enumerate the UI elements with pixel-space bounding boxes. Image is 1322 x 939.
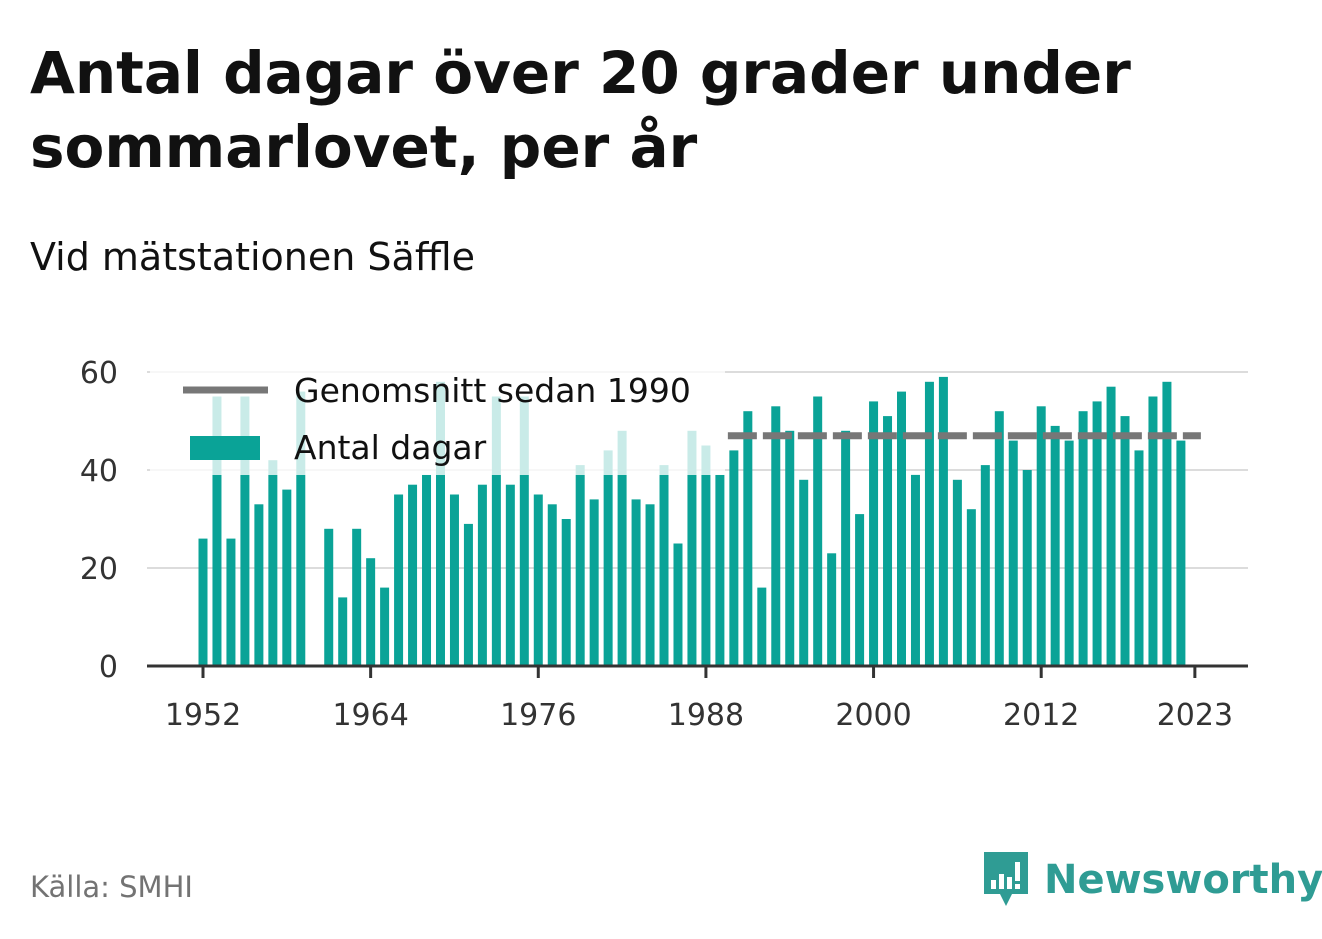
chart-title: Antal dagar över 20 grader under sommarl…: [30, 39, 1131, 181]
x-tick-label: 1952: [165, 698, 241, 733]
bar: [743, 411, 753, 666]
bar: [701, 445, 711, 666]
bars: [198, 376, 1186, 666]
bar: [394, 494, 404, 666]
y-tick-label: 0: [99, 650, 118, 685]
bar: [547, 504, 557, 666]
bar: [505, 484, 515, 666]
bar: [771, 406, 781, 666]
bar: [897, 391, 906, 666]
x-tick-label: 1988: [668, 698, 744, 733]
bar: [924, 381, 934, 666]
x-tick-label: 1976: [500, 698, 576, 733]
bar: [1162, 381, 1172, 666]
bar: [589, 499, 599, 666]
bar: [659, 465, 669, 666]
bar: [910, 474, 920, 666]
bar: [673, 543, 683, 666]
x-tick-label: 1964: [332, 698, 408, 733]
bar: [533, 494, 543, 666]
brand-name: Newsworthy: [1044, 857, 1322, 903]
y-tick-label: 40: [80, 454, 118, 489]
bar: [1092, 401, 1102, 666]
bar: [1078, 411, 1088, 666]
legend-swatch-days: [190, 436, 260, 460]
bar: [1120, 416, 1130, 666]
bar: [1050, 425, 1060, 666]
bar: [1036, 406, 1046, 666]
legend-label-days: Antal dagar: [294, 428, 487, 467]
bar: [799, 479, 809, 666]
bar: [938, 376, 948, 666]
bar: [1176, 440, 1186, 666]
bar: [408, 484, 418, 666]
x-tick-label: 2012: [1003, 698, 1079, 733]
bar: [1134, 450, 1144, 666]
bar: [715, 474, 725, 666]
bar: [422, 474, 432, 666]
bar: [491, 396, 501, 666]
bar: [980, 465, 990, 666]
bar: [631, 499, 641, 666]
bar: [869, 401, 879, 666]
bar: [687, 430, 697, 666]
bar: [1106, 386, 1116, 666]
bar: [366, 558, 376, 666]
y-tick-label: 60: [80, 356, 118, 391]
bar: [575, 465, 585, 666]
bar: [449, 494, 459, 666]
bar: [380, 587, 390, 666]
y-axis-ticks: 0 20 40 60: [80, 356, 118, 685]
brand-logo: Newsworthy: [980, 850, 1322, 910]
bar: [268, 460, 278, 666]
bar: [561, 519, 571, 666]
bar: [477, 484, 487, 666]
bar: [883, 416, 893, 666]
bar: [282, 489, 292, 666]
y-tick-label: 20: [80, 552, 118, 587]
bar: [966, 509, 976, 666]
bar: [841, 430, 851, 666]
bar: [1008, 440, 1018, 666]
bar: [813, 396, 823, 666]
bar: [1064, 440, 1074, 666]
source-note: Källa: SMHI: [30, 870, 193, 904]
bar: [338, 597, 348, 666]
bar: [785, 430, 795, 666]
bar: [617, 430, 627, 666]
bar: [994, 411, 1004, 666]
bar: [729, 450, 739, 666]
bar: [1022, 470, 1032, 666]
bar: [352, 528, 362, 666]
bar: [435, 381, 445, 666]
chart-subtitle: Vid mätstationen Säffle: [30, 235, 475, 279]
bar: [198, 538, 208, 666]
bar: [645, 504, 655, 666]
bar: [240, 396, 250, 666]
x-tick-label: 2000: [835, 698, 911, 733]
bar-chart: 0 20 40 60 Genomsnitt sedan 1990 Antal dagar…: [80, 356, 1248, 733]
newsworthy-logo-icon: [984, 852, 1028, 906]
bar: [226, 538, 236, 666]
bar: [827, 553, 837, 666]
bar: [463, 523, 473, 666]
bar: [324, 528, 334, 666]
bar: [254, 504, 264, 666]
x-axis: 1952 1964 1976 1988 2000 2012 2023: [147, 664, 1248, 733]
x-tick-label: 2023: [1157, 698, 1233, 733]
legend-label-average: Genomsnitt sedan 1990: [294, 371, 691, 410]
bar: [952, 479, 962, 666]
bar: [519, 396, 529, 666]
legend: Genomsnitt sedan 1990 Antal dagar: [150, 360, 725, 475]
bar: [855, 514, 865, 666]
bar: [603, 450, 613, 666]
bar: [757, 587, 767, 666]
bar: [1148, 396, 1158, 666]
bar: [212, 396, 222, 666]
bar: [296, 391, 306, 666]
